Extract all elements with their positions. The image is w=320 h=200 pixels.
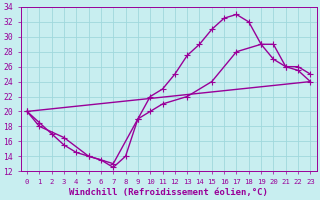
X-axis label: Windchill (Refroidissement éolien,°C): Windchill (Refroidissement éolien,°C)	[69, 188, 268, 197]
